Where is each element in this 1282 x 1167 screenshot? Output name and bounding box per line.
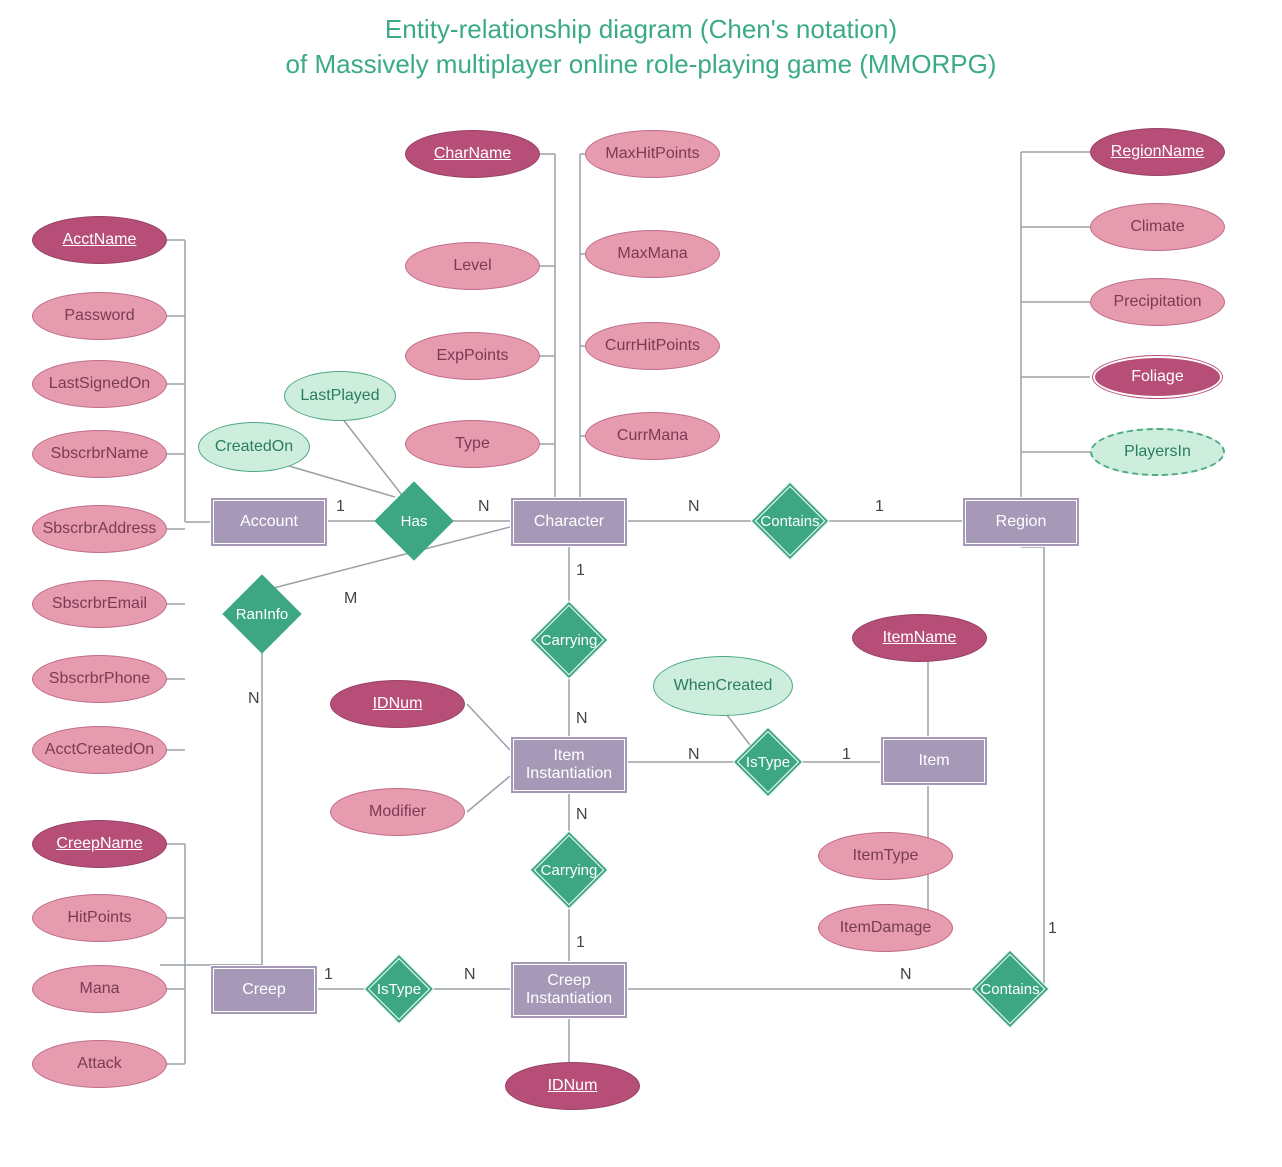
cardinality-14: N — [900, 966, 912, 984]
cardinality-0: 1 — [336, 498, 345, 516]
attr-hitPoints: HitPoints — [32, 894, 167, 942]
attr-climate: Climate — [1090, 203, 1225, 251]
rel-isType2: IsType — [374, 964, 424, 1014]
attr-lastPlayed: LastPlayed — [284, 371, 396, 421]
attr-maxMana: MaxMana — [585, 230, 720, 278]
attr-currMana: CurrMana — [585, 412, 720, 460]
cardinality-1: N — [478, 498, 490, 516]
cardinality-3: 1 — [875, 498, 884, 516]
attr-mana: Mana — [32, 965, 167, 1013]
attr-expPoints: ExpPoints — [405, 332, 540, 380]
rel-isType1: IsType — [743, 737, 793, 787]
attr-maxHp: MaxHitPoints — [585, 130, 720, 178]
attr-whenCreated: WhenCreated — [653, 656, 793, 716]
rel-carrying2: Carrying — [541, 842, 597, 898]
entity-character: Character — [510, 497, 628, 547]
rel-ranInfo: RanInfo — [234, 586, 290, 642]
er-diagram: Entity-relationship diagram (Chen's nota… — [0, 0, 1282, 1167]
attr-type: Type — [405, 420, 540, 468]
cardinality-4: M — [344, 590, 357, 608]
attr-precipitation: Precipitation — [1090, 278, 1225, 326]
attr-lastSignedOn: LastSignedOn — [32, 360, 167, 408]
attr-sbscrbrName: SbscrbrName — [32, 430, 167, 478]
cardinality-7: N — [576, 710, 588, 728]
cardinality-11: 1 — [576, 934, 585, 952]
cardinality-15: 1 — [1048, 920, 1057, 938]
cardinality-8: N — [688, 746, 700, 764]
attr-modifier: Modifier — [330, 788, 465, 836]
cardinality-9: 1 — [842, 746, 851, 764]
cardinality-2: N — [688, 498, 700, 516]
attr-level: Level — [405, 242, 540, 290]
cardinality-10: N — [576, 806, 588, 824]
attr-idNumII: IDNum — [330, 680, 465, 728]
rel-carrying1: Carrying — [541, 612, 597, 668]
attr-password: Password — [32, 292, 167, 340]
rel-has: Has — [386, 493, 442, 549]
cardinality-6: 1 — [576, 562, 585, 580]
rel-containsR: Contains — [762, 493, 818, 549]
attr-sbscrbrEmail: SbscrbrEmail — [32, 580, 167, 628]
attr-itemType: ItemType — [818, 832, 953, 880]
attr-itemName: ItemName — [852, 614, 987, 662]
attr-foliage: Foliage — [1090, 353, 1225, 401]
attr-itemDamage: ItemDamage — [818, 904, 953, 952]
entity-account: Account — [210, 497, 328, 547]
attr-creepName: CreepName — [32, 820, 167, 868]
attr-idNumCI: IDNum — [505, 1062, 640, 1110]
attr-sbscrbrAddress: SbscrbrAddress — [32, 505, 167, 553]
attr-sbscrbrPhone: SbscrbrPhone — [32, 655, 167, 703]
rel-containsC: Contains — [982, 961, 1038, 1017]
entity-iteminst: Item Instantiation — [510, 736, 628, 794]
entity-creepinst: Creep Instantiation — [510, 961, 628, 1019]
attr-currHp: CurrHitPoints — [585, 322, 720, 370]
attr-acctCreatedOn: AcctCreatedOn — [32, 726, 167, 774]
attr-createdOn: CreatedOn — [198, 422, 310, 472]
attr-acctName: AcctName — [32, 216, 167, 264]
attr-charName: CharName — [405, 130, 540, 178]
attr-playersIn: PlayersIn — [1090, 428, 1225, 476]
entity-creep: Creep — [210, 965, 318, 1015]
cardinality-12: 1 — [324, 966, 333, 984]
entity-item: Item — [880, 736, 988, 786]
cardinality-5: N — [248, 690, 260, 708]
attr-attack: Attack — [32, 1040, 167, 1088]
cardinality-13: N — [464, 966, 476, 984]
attr-regionName: RegionName — [1090, 128, 1225, 176]
entity-region: Region — [962, 497, 1080, 547]
